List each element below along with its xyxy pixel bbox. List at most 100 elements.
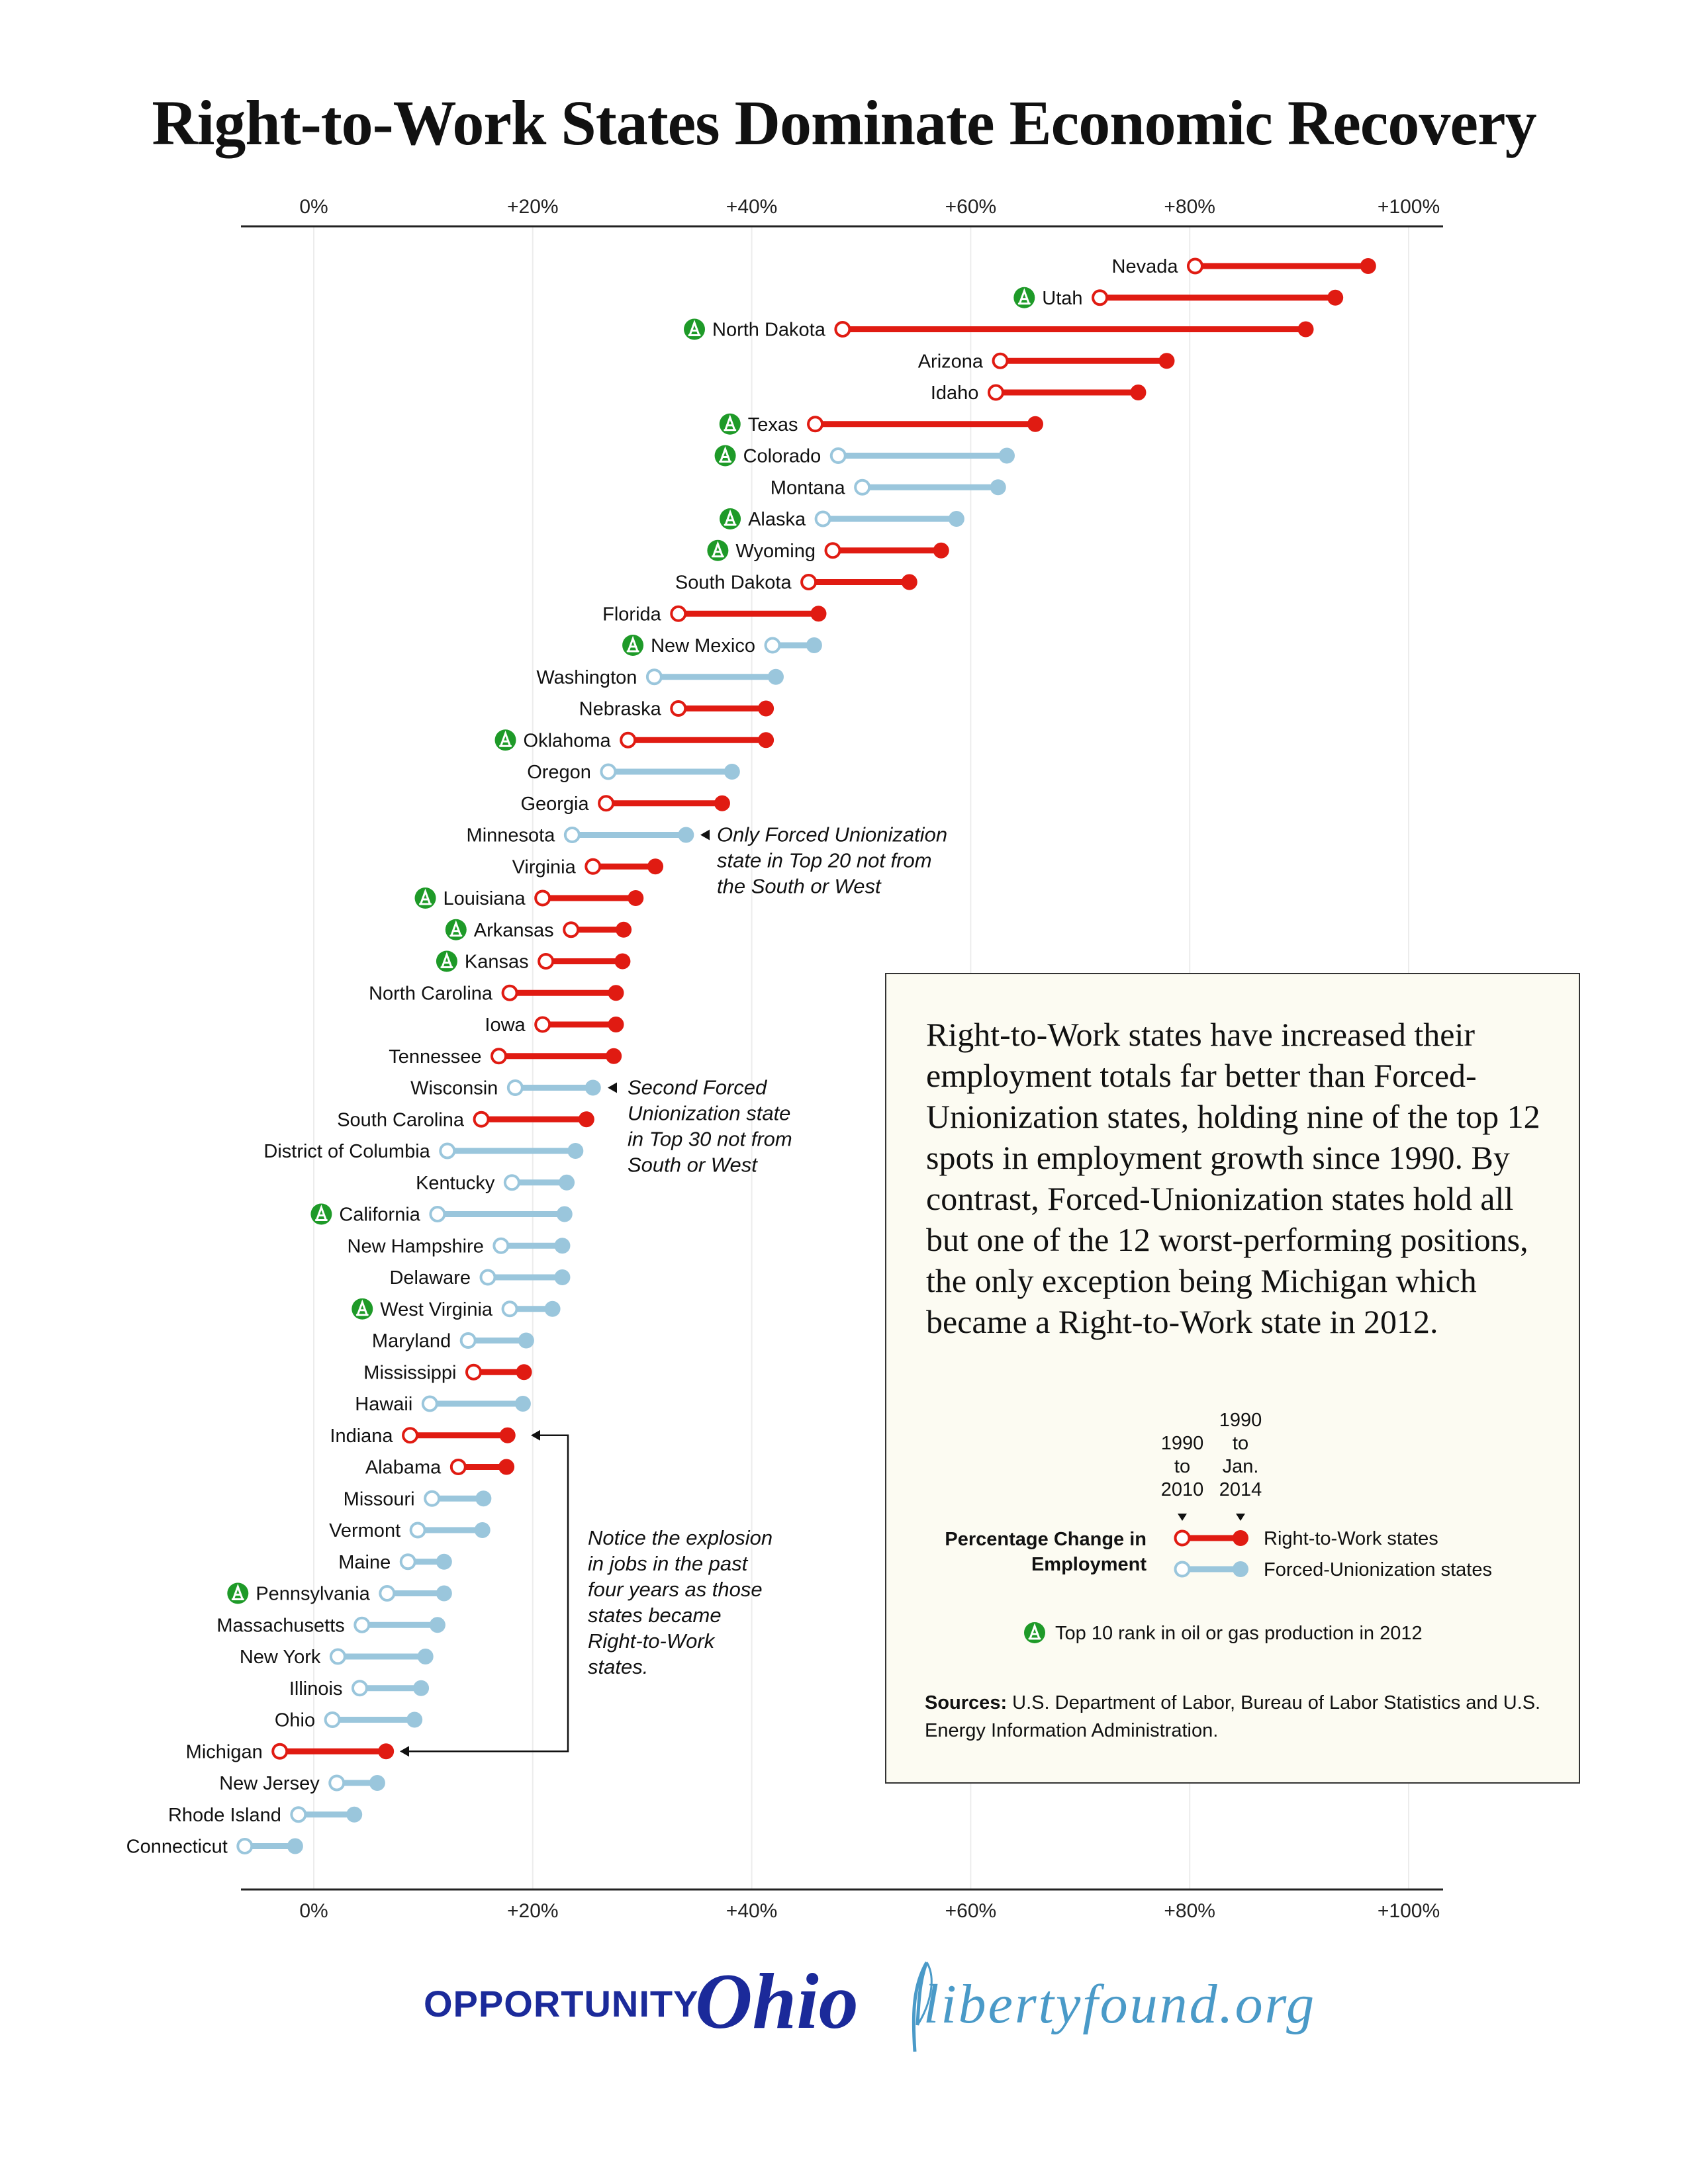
annotation-wisconsin: Second Forced Unionization state in Top 30… bbox=[628, 1076, 792, 1177]
end-dot-1990-2014 bbox=[499, 1427, 516, 1443]
legend-rtw-sample bbox=[1174, 1529, 1248, 1547]
annotation-line: Unionization state bbox=[628, 1102, 790, 1125]
state-label: South Dakota bbox=[675, 572, 792, 594]
end-dot-1990-2014 bbox=[474, 1522, 491, 1538]
state-row-south-carolina: South Carolina bbox=[337, 1109, 594, 1130]
end-dot-1990-2014 bbox=[608, 985, 624, 1001]
oil-derrick-glyph bbox=[419, 888, 432, 905]
end-dot-1990-2014 bbox=[369, 1775, 385, 1791]
state-label: Wyoming bbox=[735, 541, 816, 562]
state-row-washington: Washington bbox=[536, 667, 784, 688]
state-label: New Hampshire bbox=[348, 1236, 484, 1257]
start-dot-1990-2010 bbox=[501, 984, 518, 1001]
legend-oil-badge bbox=[1024, 1622, 1045, 1643]
data-rows: Nevada Utah North Dakota Arizona Idaho Texas C… bbox=[126, 256, 1376, 1858]
end-dot-1990-2014 bbox=[516, 1364, 532, 1381]
x-tick-top: 0% bbox=[299, 196, 328, 218]
state-label: Virginia bbox=[512, 856, 577, 878]
end-dot-1990-2014 bbox=[724, 764, 740, 780]
start-dot-1990-2010 bbox=[1092, 289, 1109, 306]
annotation-minnesota: Only Forced Unionization state in Top 20 … bbox=[717, 823, 947, 898]
oil-gas-icon bbox=[1013, 287, 1035, 308]
end-dot-1990-2014 bbox=[429, 1617, 445, 1633]
oil-gas-icon bbox=[622, 635, 644, 656]
annotation-line: states. bbox=[588, 1655, 648, 1678]
end-dot-1990-2014 bbox=[628, 890, 644, 906]
state-row-indiana: Indiana bbox=[330, 1426, 516, 1447]
oil-derrick-glyph bbox=[440, 952, 453, 968]
state-row-tennessee: Tennessee bbox=[389, 1046, 622, 1068]
annotation-line: in Top 30 not from bbox=[628, 1128, 792, 1151]
state-row-nevada: Nevada bbox=[1112, 256, 1376, 277]
oil-derrick-glyph bbox=[499, 730, 512, 747]
start-dot-1990-2010 bbox=[620, 731, 637, 749]
end-dot-1990-2014 bbox=[567, 1143, 584, 1159]
oil-derrick-glyph bbox=[724, 509, 737, 526]
state-row-illinois: Illinois bbox=[289, 1678, 430, 1700]
end-dot-1990-2014 bbox=[933, 542, 949, 559]
start-dot-1990-2010 bbox=[563, 827, 581, 843]
annotation-line: Second Forced bbox=[628, 1076, 768, 1099]
end-dot-1990-2014 bbox=[1327, 289, 1344, 306]
start-dot-1990-2010 bbox=[328, 1774, 346, 1792]
legend-period-label: 1990 bbox=[1219, 1410, 1262, 1431]
state-row-nebraska: Nebraska bbox=[579, 699, 774, 720]
state-row-kansas: Kansas bbox=[436, 950, 631, 973]
state-label: Alabama bbox=[365, 1457, 442, 1479]
legend-period-label: 2014 bbox=[1219, 1479, 1262, 1500]
state-label: Tennessee bbox=[389, 1046, 481, 1068]
state-label: Indiana bbox=[330, 1426, 393, 1447]
start-dot-1990-2010 bbox=[459, 1332, 477, 1349]
oil-gas-icon bbox=[684, 318, 706, 340]
bracket-line bbox=[409, 1434, 569, 1752]
start-dot-1990-2010 bbox=[351, 1680, 368, 1697]
state-label: Ohio bbox=[275, 1710, 315, 1731]
end-dot-1990-2014 bbox=[518, 1332, 534, 1349]
annotation-line: the South or West bbox=[717, 875, 882, 898]
start-dot-1990-2010 bbox=[290, 1806, 307, 1823]
start-dot-1990-2010 bbox=[506, 1079, 524, 1096]
end-dot-1990-2014 bbox=[608, 1017, 624, 1032]
state-label: Oklahoma bbox=[524, 730, 612, 751]
x-tick-bottom: +20% bbox=[507, 1900, 559, 1922]
state-label: Maine bbox=[338, 1552, 391, 1573]
start-dot-1990-2010 bbox=[421, 1395, 438, 1412]
state-row-connecticut: Connecticut bbox=[126, 1837, 303, 1858]
oil-gas-icon bbox=[310, 1203, 332, 1225]
x-tick-top: +80% bbox=[1164, 196, 1215, 218]
start-dot-1990-2010 bbox=[379, 1585, 396, 1602]
start-dot-1990-2010 bbox=[429, 1206, 446, 1222]
x-tick-bottom: +100% bbox=[1378, 1900, 1440, 1922]
state-row-north-carolina: North Carolina bbox=[369, 983, 624, 1004]
oil-derrick-glyph bbox=[719, 446, 732, 463]
end-dot-1990-2014 bbox=[413, 1680, 430, 1696]
x-tick-top: +60% bbox=[945, 196, 997, 218]
legend-period-label: Jan. bbox=[1223, 1456, 1259, 1477]
annotation-line: Right-to-Work bbox=[588, 1629, 716, 1653]
start-dot-1990-2010 bbox=[834, 321, 851, 338]
state-label: Massachusetts bbox=[216, 1615, 344, 1636]
state-row-pennsylvania: Pennsylvania bbox=[227, 1582, 452, 1605]
end-dot-1990-2014 bbox=[614, 953, 631, 970]
state-label: Rhode Island bbox=[168, 1805, 281, 1826]
state-row-alabama: Alabama bbox=[365, 1457, 515, 1479]
end-dot-1990-2014 bbox=[810, 606, 827, 622]
oil-derrick-glyph bbox=[711, 541, 724, 558]
state-row-new-jersey: New Jersey bbox=[219, 1773, 385, 1794]
state-label: Vermont bbox=[329, 1520, 400, 1541]
state-label: Arizona bbox=[918, 351, 984, 372]
state-row-delaware: Delaware bbox=[389, 1267, 571, 1289]
info-box: Right-to-Work states have increased thei… bbox=[885, 973, 1580, 1784]
arrow-head bbox=[608, 1082, 617, 1093]
x-tick-bottom: +40% bbox=[726, 1900, 778, 1922]
annotation-michigan-indiana: Notice the explosion in jobs in the past f… bbox=[588, 1526, 773, 1678]
oil-gas-icon bbox=[445, 919, 467, 940]
start-dot-1990-2010 bbox=[534, 1016, 551, 1033]
start-dot-1990-2010 bbox=[563, 921, 580, 938]
end-dot-1990-2014 bbox=[1297, 321, 1314, 338]
end-dot-1990-2014 bbox=[901, 574, 917, 590]
legend-fu-start-dot bbox=[1174, 1561, 1191, 1578]
state-label: North Dakota bbox=[712, 320, 826, 341]
state-label: New Jersey bbox=[219, 1773, 320, 1794]
end-dot-1990-2014 bbox=[1027, 416, 1043, 432]
